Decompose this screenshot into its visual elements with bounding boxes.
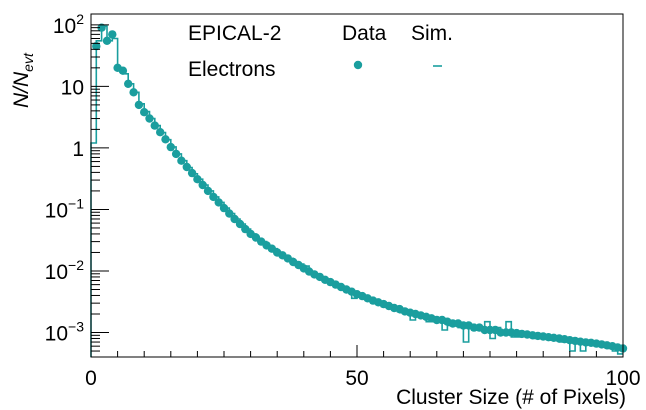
y-axis-label-sub: evt xyxy=(20,52,36,72)
data-point xyxy=(102,36,112,45)
y-axis-label-main: N/N xyxy=(10,71,33,108)
legend-detector: EPICAL-2 xyxy=(188,22,281,45)
data-point xyxy=(177,156,186,165)
y-tick-label: 10−1 xyxy=(45,195,85,222)
sim-series xyxy=(90,25,623,357)
y-tick-label: 10−2 xyxy=(45,257,85,284)
data-point xyxy=(150,121,159,130)
data-point xyxy=(156,128,165,137)
data-point xyxy=(140,108,149,117)
x-tick-label: 0 xyxy=(85,367,97,390)
legend-data-marker xyxy=(353,60,363,70)
y-tick-label: 102 xyxy=(53,11,84,38)
sim-histogram xyxy=(90,25,623,357)
data-point xyxy=(118,66,128,75)
legend-data-header: Data xyxy=(342,22,387,45)
data-point xyxy=(230,214,239,224)
axes: 0 50 100 10−3 10−2 10−1 1 10 102 xyxy=(45,11,641,390)
data-point xyxy=(124,79,133,89)
y-axis-label: N/Nevt xyxy=(10,52,36,108)
data-point xyxy=(198,180,207,190)
data-point xyxy=(171,149,181,159)
data-point xyxy=(214,198,223,207)
data-point xyxy=(219,203,229,213)
data-point xyxy=(161,135,170,144)
y-tick-label: 1 xyxy=(72,138,84,161)
data-point xyxy=(134,100,144,110)
data-point xyxy=(203,186,213,196)
data-point xyxy=(225,209,234,218)
data-point xyxy=(187,168,197,178)
legend-sim-header: Sim. xyxy=(411,22,453,45)
legend-particle: Electrons xyxy=(188,58,276,81)
x-axis-label: Cluster Size (# of Pixels) xyxy=(396,386,626,409)
data-point xyxy=(166,142,175,152)
y-tick-label: 10−3 xyxy=(45,319,85,346)
x-tick-label: 100 xyxy=(605,367,640,390)
data-point xyxy=(97,23,106,32)
data-point xyxy=(145,114,154,123)
data-point xyxy=(182,162,191,172)
y-tick-label: 10 xyxy=(61,76,84,99)
data-point xyxy=(193,175,202,184)
x-tick-label: 50 xyxy=(345,367,368,390)
data-point xyxy=(108,30,117,39)
data-point xyxy=(92,42,101,51)
data-series xyxy=(92,23,628,353)
data-point xyxy=(235,219,245,229)
data-point xyxy=(209,192,218,202)
data-point xyxy=(129,88,138,97)
